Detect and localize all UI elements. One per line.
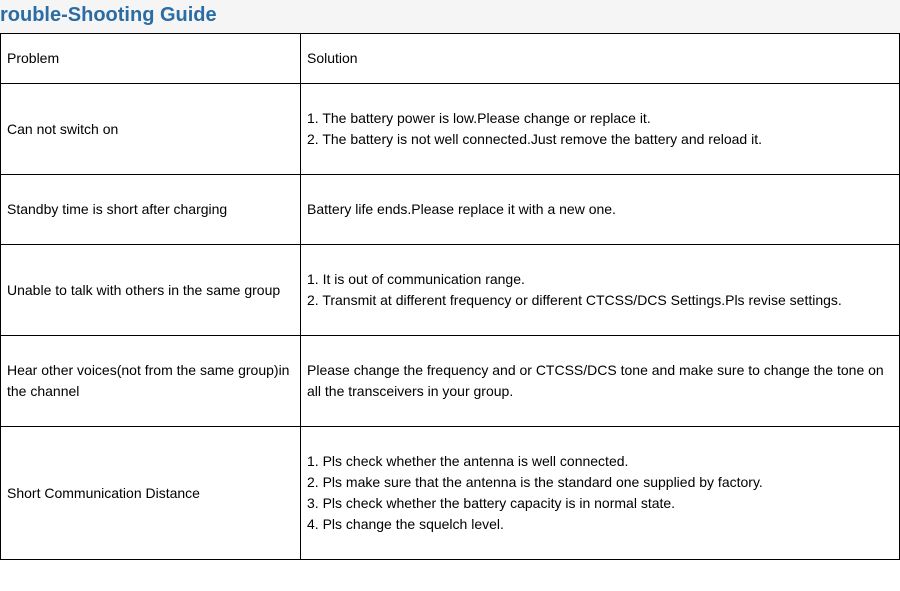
table-row: Unable to talk with others in the same g… <box>1 245 900 336</box>
problem-cell: Unable to talk with others in the same g… <box>1 245 301 336</box>
column-header-solution: Solution <box>301 34 900 84</box>
solution-cell: 1. Pls check whether the antenna is well… <box>301 427 900 560</box>
table-row: Hear other voices(not from the same grou… <box>1 336 900 427</box>
page-title: rouble-Shooting Guide <box>0 0 900 33</box>
problem-cell: Can not switch on <box>1 84 301 175</box>
table-row: Standby time is short after charging Bat… <box>1 175 900 245</box>
problem-cell: Short Communication Distance <box>1 427 301 560</box>
solution-cell: Please change the frequency and or CTCSS… <box>301 336 900 427</box>
solution-cell: 1. It is out of communication range.2. T… <box>301 245 900 336</box>
problem-cell: Standby time is short after charging <box>1 175 301 245</box>
troubleshooting-table: Problem Solution Can not switch on 1. Th… <box>0 33 900 560</box>
table-row: Short Communication Distance 1. Pls chec… <box>1 427 900 560</box>
solution-cell: Battery life ends.Please replace it with… <box>301 175 900 245</box>
table-row: Can not switch on 1. The battery power i… <box>1 84 900 175</box>
column-header-problem: Problem <box>1 34 301 84</box>
table-header-row: Problem Solution <box>1 34 900 84</box>
solution-cell: 1. The battery power is low.Please chang… <box>301 84 900 175</box>
problem-cell: Hear other voices(not from the same grou… <box>1 336 301 427</box>
